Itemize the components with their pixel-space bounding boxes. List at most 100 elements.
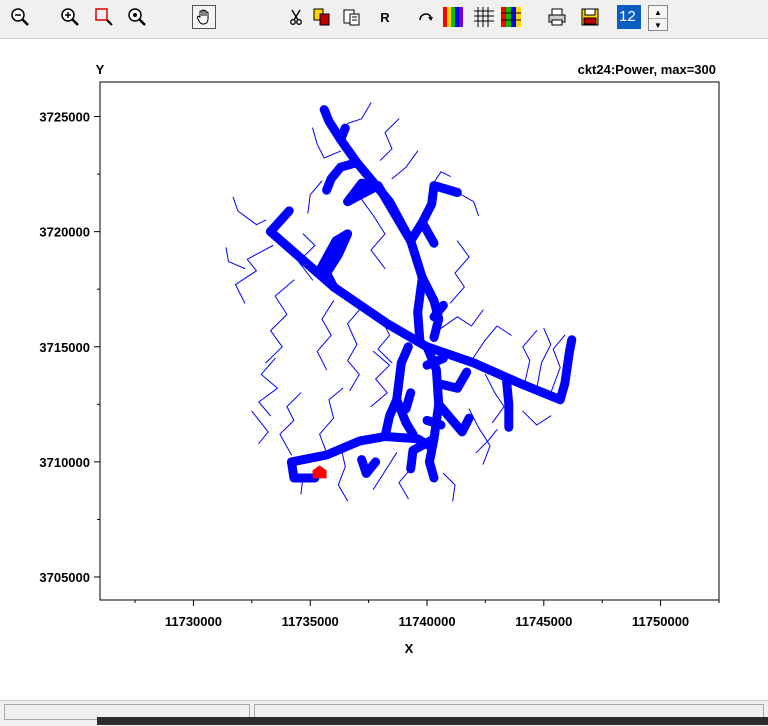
lateral-line-30 bbox=[372, 452, 398, 490]
y-tick-label: 3705000 bbox=[39, 570, 90, 585]
lateral-line-25 bbox=[470, 325, 512, 362]
lateral-line-2 bbox=[347, 102, 372, 124]
font-size-value[interactable]: 12 bbox=[617, 5, 641, 29]
circuit-plot: ckt24:Power, max=300 Y X 11730000 1173500… bbox=[39, 62, 720, 656]
feeder-line-22 bbox=[401, 388, 416, 414]
lateral-line-14 bbox=[279, 392, 302, 456]
y-tick-label: 3725000 bbox=[39, 110, 90, 125]
copy-icon bbox=[313, 8, 330, 26]
taskbar-strip bbox=[97, 717, 768, 725]
redraw-button[interactable] bbox=[414, 5, 438, 29]
lateral-line-28 bbox=[398, 468, 412, 500]
feeders-layer bbox=[266, 105, 577, 483]
y-tick-label: 3715000 bbox=[39, 340, 90, 355]
lateral-line-18 bbox=[449, 240, 470, 304]
lateral-line-7 bbox=[298, 233, 316, 281]
zoom-reset-button[interactable] bbox=[125, 5, 149, 29]
lateral-line-4 bbox=[391, 150, 419, 180]
feeder-line-16 bbox=[434, 399, 474, 437]
color-bars-button[interactable] bbox=[441, 5, 465, 29]
lateral-line-33 bbox=[225, 247, 246, 269]
ticks-layer: 11730000 11735000 11740000 11745000 11750000… bbox=[39, 110, 720, 629]
pan-hand-icon bbox=[196, 9, 209, 25]
y-tick-label: 3710000 bbox=[39, 455, 90, 470]
paste-button[interactable] bbox=[340, 5, 364, 29]
refresh-button[interactable]: R bbox=[373, 5, 397, 29]
feeder-line-9 bbox=[319, 105, 346, 145]
paste-icon bbox=[343, 9, 360, 26]
y-tick-label: 3720000 bbox=[39, 225, 90, 240]
lateral-line-1 bbox=[312, 127, 342, 159]
color-grid-button[interactable] bbox=[499, 5, 523, 29]
chart-title: ckt24:Power, max=300 bbox=[578, 62, 716, 77]
feeder-line-1 bbox=[266, 206, 294, 237]
zoom-box-button[interactable] bbox=[92, 5, 116, 29]
lateral-line-20 bbox=[468, 408, 491, 465]
feeder-line-13 bbox=[287, 457, 320, 483]
feeder-line-6 bbox=[406, 181, 462, 246]
lateral-line-11 bbox=[347, 309, 360, 391]
lateral-line-32 bbox=[251, 410, 269, 444]
lateral-line-17 bbox=[370, 350, 391, 408]
lateral-line-26 bbox=[475, 429, 498, 454]
lateral-line-10 bbox=[316, 300, 335, 371]
zoom-out-icon bbox=[11, 8, 29, 26]
print-button[interactable] bbox=[545, 5, 569, 29]
lateral-line-5 bbox=[361, 198, 386, 269]
grid-button[interactable] bbox=[472, 5, 496, 29]
laterals-layer bbox=[225, 102, 566, 502]
feeder-line-11 bbox=[315, 229, 353, 292]
lateral-line-0 bbox=[232, 196, 267, 226]
feeder-line-24 bbox=[422, 353, 448, 370]
y-axis-label: Y bbox=[96, 62, 105, 77]
lateral-line-27 bbox=[522, 410, 552, 426]
x-tick-label: 11750000 bbox=[632, 614, 689, 629]
pan-button[interactable] bbox=[192, 5, 216, 29]
spin-up-icon[interactable]: ▲ bbox=[649, 6, 667, 19]
zoom-out-button[interactable] bbox=[8, 5, 32, 29]
feeder-line-19 bbox=[555, 335, 577, 405]
feeder-line-12 bbox=[287, 432, 434, 467]
lateral-line-8 bbox=[235, 245, 274, 304]
grid-icon bbox=[474, 7, 494, 27]
spin-down-icon[interactable]: ▼ bbox=[654, 20, 662, 30]
feeder-line-18 bbox=[501, 374, 514, 432]
feeder-line-20 bbox=[434, 367, 472, 393]
cut-icon bbox=[290, 9, 302, 25]
redraw-arrow-icon bbox=[419, 13, 433, 21]
substation-marker bbox=[312, 465, 327, 479]
zoom-in-button[interactable] bbox=[58, 5, 82, 29]
feeder-line-15 bbox=[392, 342, 413, 405]
zoom-in-icon bbox=[61, 8, 79, 26]
feeder-line-21 bbox=[357, 455, 381, 478]
lateral-line-22 bbox=[522, 330, 538, 382]
x-tick-label: 11740000 bbox=[398, 614, 455, 629]
x-tick-label: 11745000 bbox=[515, 614, 572, 629]
save-icon bbox=[581, 8, 599, 26]
feeder-line-10 bbox=[322, 158, 362, 195]
feeder-line-23 bbox=[429, 300, 448, 322]
lateral-line-9 bbox=[265, 279, 295, 364]
lateral-line-12 bbox=[377, 320, 393, 364]
x-tick-label: 11735000 bbox=[282, 614, 339, 629]
save-button[interactable] bbox=[578, 5, 602, 29]
feeder-line-17 bbox=[406, 434, 439, 474]
zoom-reset-icon bbox=[128, 8, 146, 26]
toolbar: R 12 ▲ ▼ bbox=[0, 0, 768, 39]
zoom-box-icon bbox=[95, 8, 113, 26]
cut-button[interactable] bbox=[284, 5, 308, 29]
feeder-line-7 bbox=[417, 217, 439, 248]
lateral-line-16 bbox=[337, 445, 349, 502]
color-bars-icon bbox=[443, 7, 463, 27]
lateral-line-19 bbox=[440, 309, 484, 329]
lateral-line-3 bbox=[379, 118, 400, 161]
print-icon bbox=[548, 8, 566, 26]
font-size-stepper[interactable]: ▲ ▼ bbox=[648, 5, 668, 31]
x-axis-label: X bbox=[405, 641, 414, 656]
copy-button[interactable] bbox=[310, 5, 334, 29]
lateral-line-15 bbox=[319, 387, 344, 454]
substation-layer bbox=[312, 465, 327, 479]
lateral-line-35 bbox=[456, 192, 479, 216]
lateral-line-34 bbox=[431, 171, 451, 187]
lateral-line-13 bbox=[258, 357, 278, 417]
